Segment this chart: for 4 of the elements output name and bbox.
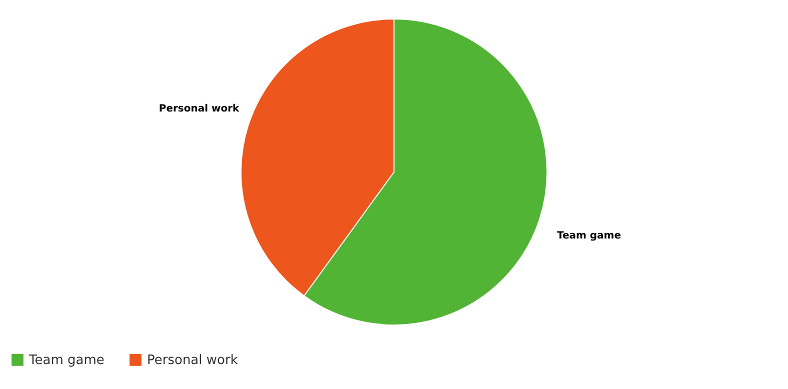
legend-label: Team game (28, 352, 104, 368)
legend-label: Personal work (147, 352, 238, 368)
slice-label: Team game (556, 230, 622, 242)
slice-label: Personal work (158, 104, 240, 115)
